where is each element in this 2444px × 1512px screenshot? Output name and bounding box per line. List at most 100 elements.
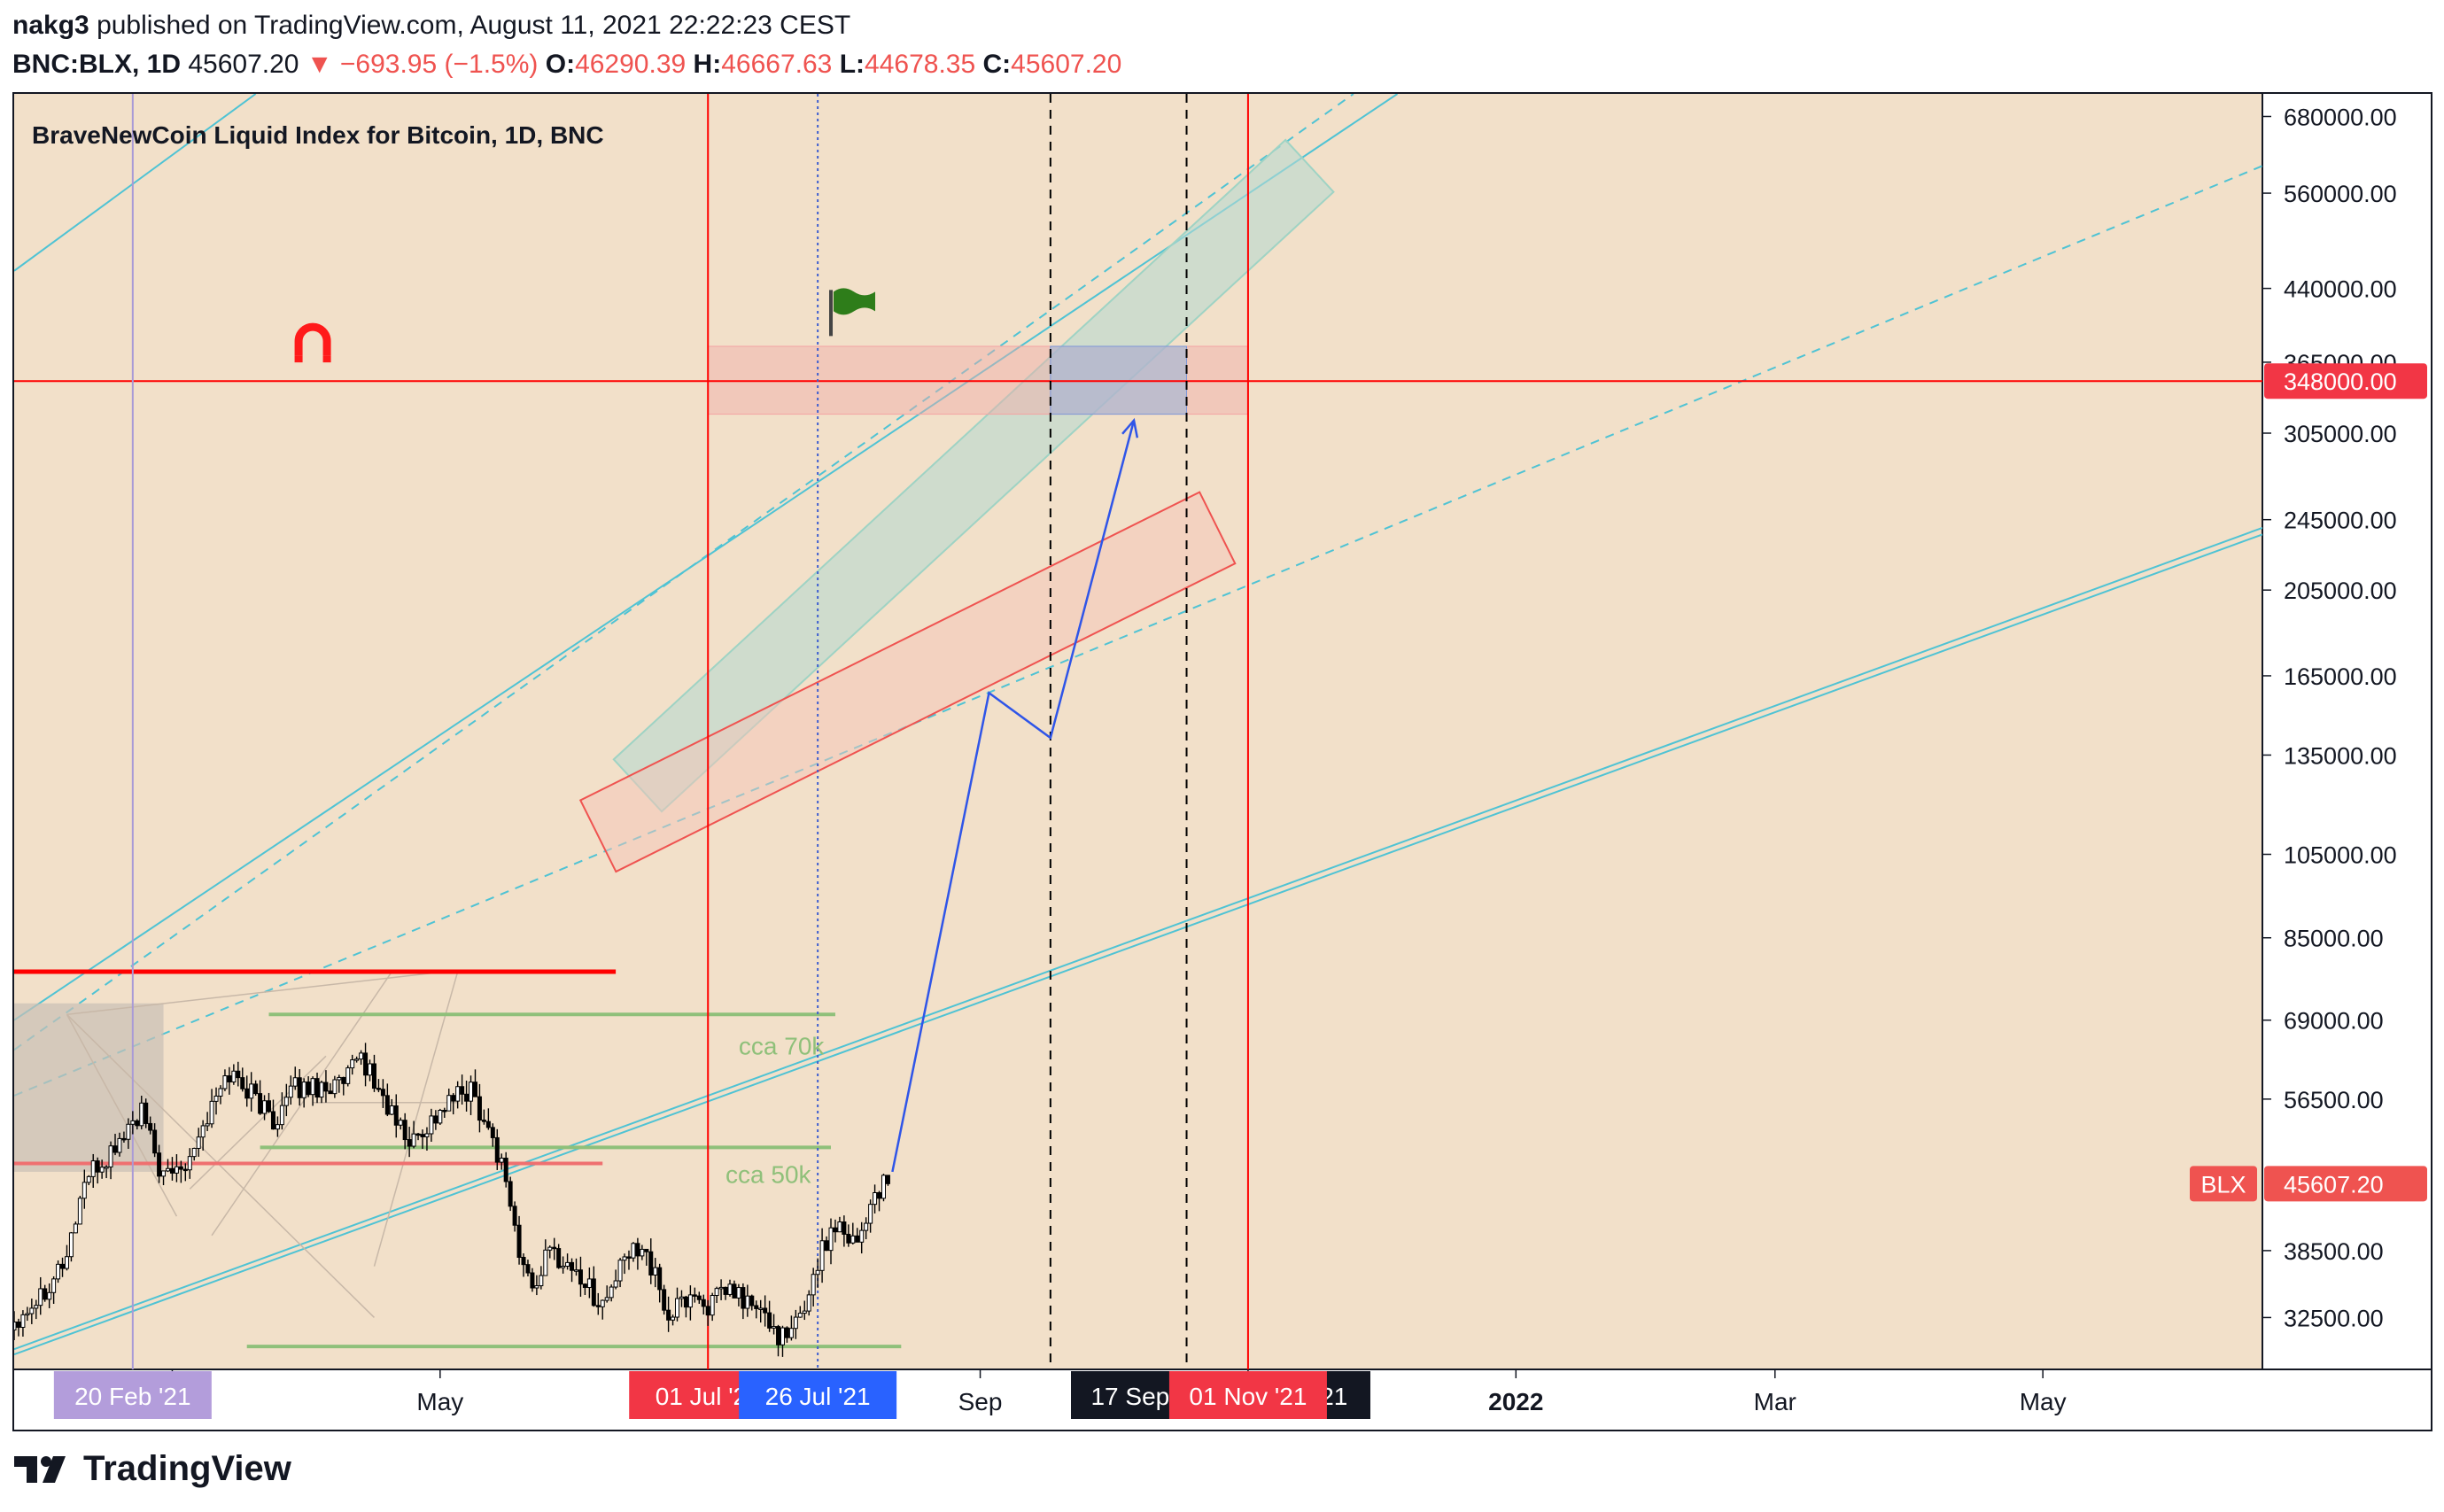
magnet-icon	[294, 322, 331, 363]
published-text: published on TradingView.com, August 11,…	[97, 11, 851, 40]
candle-body-115	[516, 1224, 522, 1258]
chart-frame	[12, 92, 2432, 1431]
candle-body-0	[14, 1322, 17, 1331]
price-tick-label: 560000.00	[2284, 181, 2397, 207]
axes-layer: 32500.00 38500.00 56500.00 69000.00 85000.00…	[53, 104, 2427, 1419]
label-cca-50k: cca 50k	[725, 1160, 811, 1188]
date-tag: 01 Nov '21	[1168, 1371, 1327, 1419]
tradingview-logo[interactable]: TradingView	[14, 1449, 291, 1489]
candle-body-189	[842, 1221, 847, 1235]
candle-body-64	[292, 1077, 298, 1087]
candle-body-197	[877, 1192, 882, 1199]
candle-body-72	[328, 1090, 333, 1095]
candle-body-140	[626, 1256, 632, 1259]
candle-body-11	[60, 1263, 66, 1269]
candle-body-25	[121, 1137, 127, 1141]
candle-body-51	[236, 1070, 241, 1079]
candle-body-161	[718, 1286, 724, 1290]
candle-body-43	[200, 1125, 206, 1138]
candle-body-37	[174, 1166, 179, 1174]
candle-body-154	[687, 1294, 693, 1308]
plot-area[interactable]: cca 70k cca 50k	[12, 94, 2262, 1369]
candle-body-23	[113, 1145, 118, 1153]
candle-body-191	[850, 1235, 856, 1244]
candle-body-178	[793, 1316, 798, 1330]
candle-body-162	[723, 1286, 728, 1295]
magnet-pole-left	[294, 355, 303, 363]
date-tag-bg	[1168, 1371, 1327, 1419]
candle-body-147	[657, 1267, 663, 1291]
candle-body-185	[824, 1240, 829, 1252]
candle-body-2	[20, 1314, 26, 1328]
date-tag-bg	[739, 1371, 897, 1419]
candle-body-76	[345, 1067, 351, 1084]
candle-body-190	[846, 1233, 851, 1244]
candle-body-150	[671, 1316, 676, 1321]
candle-body-77	[350, 1059, 355, 1069]
candle-body-58	[267, 1100, 272, 1113]
candle-body-173	[772, 1326, 777, 1329]
candle-body-181	[806, 1294, 811, 1312]
candle-body-182	[811, 1274, 816, 1296]
candle-body-109	[490, 1127, 495, 1138]
candle-body-199	[885, 1175, 890, 1184]
ohlc-legend: BNC:BLX, 1D 45607.20 ▼ −693.95 (−1.5%) O…	[12, 50, 1121, 80]
candle-body-68	[310, 1078, 315, 1096]
candle-body-83	[376, 1088, 381, 1090]
candle-body-108	[485, 1120, 491, 1128]
candle-body-196	[873, 1192, 878, 1206]
candle-body-54	[249, 1083, 254, 1099]
price-tag-label: 45607.20	[2284, 1171, 2384, 1198]
candle-body-94	[424, 1133, 430, 1137]
candle-body-168	[749, 1295, 755, 1307]
candle-body-70	[319, 1082, 324, 1098]
down-arrow-icon: ▼	[306, 50, 333, 79]
candle-body-177	[788, 1328, 794, 1338]
candle-body-31	[148, 1122, 153, 1131]
projection-arrow-1	[66, 1013, 376, 1318]
candle-body-95	[429, 1115, 434, 1135]
candle-body-119	[534, 1285, 539, 1289]
high-value: 46667.63	[721, 50, 833, 79]
candle-body-123	[552, 1246, 557, 1250]
tradingview-logo-icon	[14, 1455, 66, 1483]
date-tag-label: 26 Jul '21	[765, 1383, 871, 1410]
candle-body-167	[745, 1295, 750, 1309]
candle-body-170	[758, 1307, 764, 1310]
candle-body-128	[574, 1269, 578, 1272]
candle-body-136	[609, 1286, 614, 1299]
candle-body-160	[714, 1288, 719, 1297]
candle-body-3	[25, 1313, 30, 1316]
price-tick-label: 680000.00	[2284, 104, 2397, 130]
low-value: 44678.35	[865, 50, 976, 79]
projected-path-arrowhead	[1121, 417, 1139, 438]
candle-body-57	[262, 1100, 268, 1114]
candle-body-84	[380, 1089, 385, 1097]
candle-body-129	[578, 1269, 583, 1285]
candle-body-69	[314, 1078, 320, 1098]
candle-body-124	[556, 1248, 562, 1268]
candle-body-19	[95, 1160, 100, 1173]
candle-body-155	[692, 1294, 697, 1297]
candle-body-138	[617, 1260, 623, 1282]
price-tick-label: 305000.00	[2284, 421, 2397, 447]
price-tag: BLX 45607.20	[2190, 1166, 2427, 1202]
price-axis[interactable]	[2262, 94, 2432, 1369]
candle-body-66	[301, 1082, 306, 1098]
candle-body-60	[275, 1124, 280, 1130]
candle-body-65	[297, 1077, 302, 1098]
candle-body-139	[622, 1256, 627, 1261]
time-tick-label: May	[2020, 1388, 2067, 1415]
publisher-name[interactable]: nakg3	[12, 11, 89, 40]
label-cca-70k: cca 70k	[739, 1032, 825, 1059]
candle-body-132	[591, 1278, 596, 1307]
candle-body-89	[402, 1120, 407, 1141]
candle-body-52	[240, 1077, 245, 1089]
candle-body-33	[157, 1152, 162, 1177]
candle-body-117	[525, 1264, 531, 1274]
candle-body-144	[644, 1248, 649, 1252]
candle-body-1	[16, 1322, 21, 1328]
candle-body-187	[833, 1227, 838, 1233]
candle-body-29	[139, 1102, 144, 1127]
